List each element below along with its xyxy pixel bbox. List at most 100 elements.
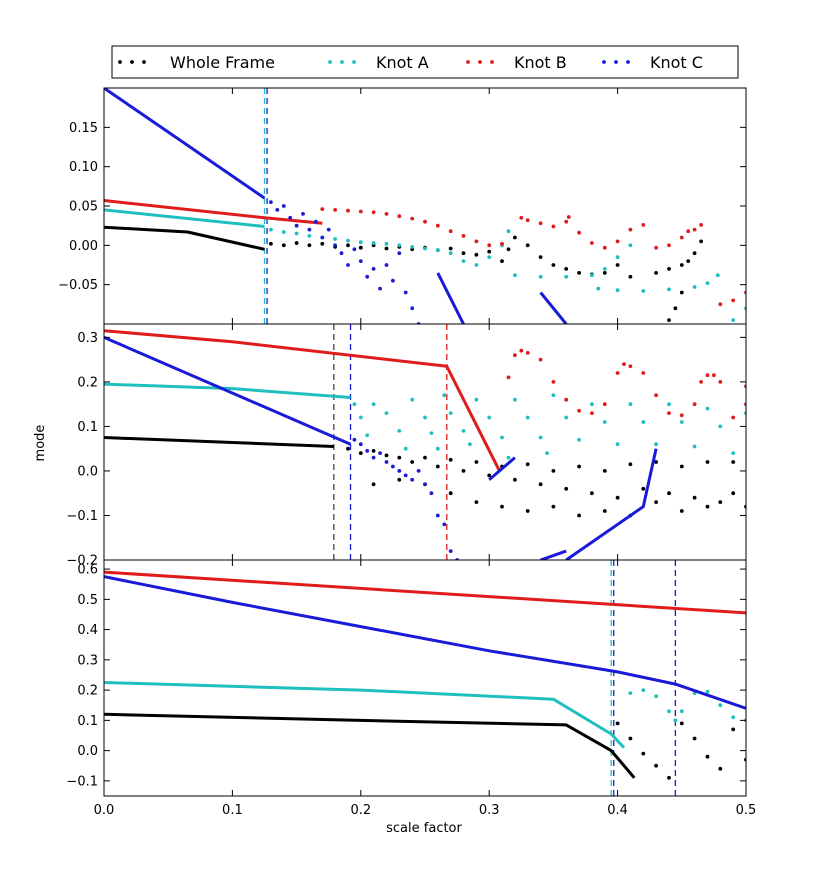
data-point-whole-frame: [577, 271, 581, 275]
data-point-whole-frame: [525, 243, 530, 248]
data-point-knot-a: [545, 451, 549, 455]
data-point-knot-c: [352, 437, 357, 442]
legend-entry-knot-b: Knot B: [466, 53, 567, 72]
data-point-knot-b: [397, 214, 402, 219]
data-point-whole-frame: [679, 509, 684, 513]
legend-marker-dot: [340, 60, 344, 64]
data-point-knot-b: [679, 413, 684, 418]
data-point-knot-a: [506, 455, 511, 460]
data-point-knot-c: [397, 251, 402, 256]
series-line-knot-a: [104, 681, 626, 749]
series-line-knot-b: [104, 570, 746, 615]
data-point-knot-c: [358, 442, 363, 447]
y-tick-label: 0.1: [77, 420, 98, 435]
series-line-knot-c: [565, 448, 658, 560]
panel-top: −0.05 0.00 0.05 0.10 0.15: [58, 87, 747, 325]
data-point-whole-frame: [628, 462, 633, 467]
y-tick-label: −0.1: [66, 774, 98, 789]
data-point-knot-a: [435, 446, 440, 451]
data-point-knot-a: [551, 393, 556, 398]
data-point-whole-frame: [692, 251, 697, 256]
legend-entry-knot-a: Knot A: [328, 53, 429, 72]
data-point-knot-b: [590, 411, 594, 415]
data-point-knot-a: [577, 437, 581, 442]
data-point-whole-frame: [705, 754, 710, 759]
data-point-knot-b: [577, 230, 581, 235]
data-point-whole-frame: [564, 267, 569, 271]
y-tick-label: 0.00: [69, 239, 98, 254]
series-line-knot-b: [104, 199, 323, 225]
data-point-whole-frame: [487, 473, 492, 478]
data-point-knot-c: [326, 227, 331, 232]
data-point-whole-frame: [602, 469, 607, 473]
data-point-knot-c: [365, 274, 370, 279]
x-axis-label: scale factor: [386, 821, 462, 836]
data-point-whole-frame: [654, 500, 658, 504]
data-point-knot-a: [410, 245, 415, 249]
data-point-knot-a: [679, 420, 684, 424]
data-point-knot-c: [365, 449, 370, 453]
data-point-whole-frame: [699, 239, 703, 244]
data-point-whole-frame: [435, 464, 440, 469]
data-point-knot-b: [615, 239, 620, 244]
data-point-knot-a: [371, 241, 376, 245]
legend-marker-dot: [142, 60, 146, 64]
data-point-whole-frame: [718, 500, 723, 504]
series-knot-a: [104, 208, 746, 322]
data-point-knot-a: [667, 287, 671, 292]
data-point-knot-b: [667, 411, 671, 415]
x-tick-label: 0.5: [736, 803, 757, 818]
data-point-whole-frame: [705, 504, 710, 509]
data-point-knot-b: [628, 364, 633, 369]
series-knot-b: [104, 199, 746, 307]
data-point-whole-frame: [667, 491, 671, 496]
data-point-whole-frame: [679, 290, 684, 295]
y-tick-label: 0.5: [77, 593, 98, 608]
data-point-knot-c: [442, 522, 447, 527]
data-point-whole-frame: [654, 763, 658, 768]
y-axis-label: mode: [33, 425, 48, 462]
data-point-knot-a: [692, 285, 697, 289]
data-point-whole-frame: [448, 491, 453, 496]
data-point-knot-b: [641, 223, 646, 227]
data-point-knot-b: [519, 348, 524, 353]
data-point-knot-b: [667, 243, 671, 248]
data-point-knot-c: [384, 460, 389, 464]
data-point-whole-frame: [679, 721, 684, 726]
data-point-knot-c: [391, 464, 395, 469]
data-point-whole-frame: [654, 460, 658, 464]
data-point-whole-frame: [525, 509, 530, 513]
data-point-knot-a: [628, 402, 633, 407]
data-point-whole-frame: [551, 504, 556, 509]
data-point-knot-c: [288, 215, 293, 220]
data-point-knot-b: [692, 227, 697, 232]
data-point-knot-b: [628, 227, 633, 232]
data-point-knot-b: [538, 357, 543, 362]
data-point-knot-a: [718, 703, 723, 708]
data-point-knot-b: [564, 397, 569, 402]
y-tick-label: −0.05: [58, 278, 98, 293]
series-line-whole-frame: [104, 436, 334, 448]
data-point-whole-frame: [705, 460, 710, 464]
data-point-knot-b: [679, 235, 684, 240]
y-tick-label: −0.1: [66, 509, 98, 524]
data-point-knot-a: [506, 229, 511, 234]
data-point-knot-b: [718, 380, 723, 384]
data-point-whole-frame: [294, 241, 299, 245]
data-point-whole-frame: [500, 259, 504, 263]
data-point-knot-b: [602, 402, 607, 407]
data-point-knot-b: [461, 234, 466, 238]
data-point-knot-c: [269, 200, 273, 205]
data-point-whole-frame: [602, 509, 607, 513]
data-point-whole-frame: [448, 246, 453, 251]
data-point-knot-a: [538, 274, 543, 279]
data-point-knot-a: [468, 442, 472, 447]
series-knot-c: [104, 88, 568, 324]
data-point-whole-frame: [320, 241, 325, 246]
data-point-whole-frame: [513, 477, 517, 482]
data-point-knot-a: [435, 248, 440, 253]
data-point-knot-b: [506, 375, 511, 380]
data-point-whole-frame: [731, 491, 736, 496]
data-point-knot-a: [500, 435, 504, 440]
